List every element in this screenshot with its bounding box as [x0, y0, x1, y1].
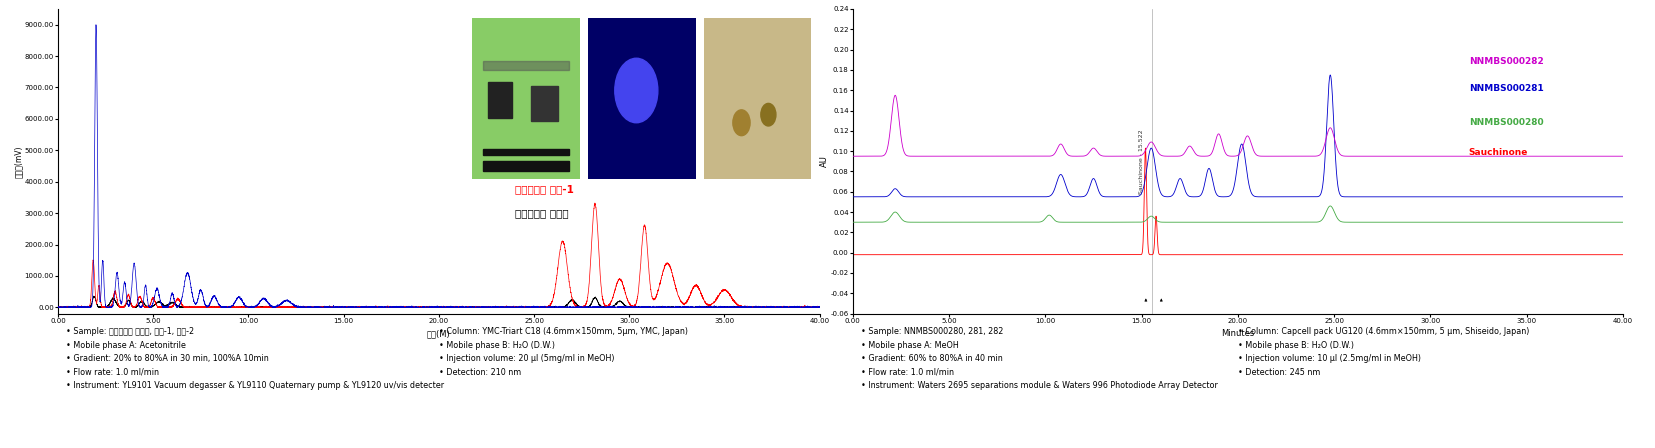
Text: 꽣지넷나무 추출물: 꽣지넷나무 추출물 — [515, 208, 568, 218]
X-axis label: 시간(M): 시간(M) — [427, 329, 450, 338]
Text: NNMBS000280: NNMBS000280 — [1468, 118, 1542, 127]
Bar — [531, 86, 558, 121]
Text: Sauchinone: Sauchinone — [1468, 148, 1528, 157]
Polygon shape — [588, 18, 695, 179]
Bar — [483, 161, 569, 171]
Circle shape — [733, 110, 750, 136]
Text: • Column: YMC-Triart C18 (4.6mm×150mm, 5μm, YMC, Japan)
• Mobile phase B: H₂O (D: • Column: YMC-Triart C18 (4.6mm×150mm, 5… — [439, 327, 687, 377]
Bar — [488, 82, 511, 118]
X-axis label: Minutes: Minutes — [1220, 329, 1254, 338]
Polygon shape — [472, 18, 579, 179]
Circle shape — [760, 103, 776, 126]
Text: Sauchinone - 15.522: Sauchinone - 15.522 — [1139, 129, 1144, 194]
Bar — [483, 61, 569, 69]
Y-axis label: AU: AU — [819, 155, 829, 167]
Text: 꽣지넷나무 오듈-1: 꽣지넷나무 오듈-1 — [515, 184, 574, 194]
Circle shape — [614, 58, 657, 123]
Text: 꽣지넷나무 오듈-2: 꽣지넷나무 오듈-2 — [515, 159, 574, 169]
Text: • Sample: NNMBS000280, 281, 282
• Mobile phase A: MeOH
• Gradient: 60% to 80%A i: • Sample: NNMBS000280, 281, 282 • Mobile… — [861, 327, 1216, 390]
Polygon shape — [703, 18, 811, 179]
Text: • Sample: 군지넷나무 추출물, 오듈-1, 오듈-2
• Mobile phase A: Acetonitrile
• Gradient: 20% t: • Sample: 군지넷나무 추출물, 오듈-1, 오듈-2 • Mobile… — [66, 327, 444, 390]
Text: NNMBS000281: NNMBS000281 — [1468, 84, 1542, 93]
Text: NNMBS000282: NNMBS000282 — [1468, 57, 1542, 66]
Text: • Column: Capcell pack UG120 (4.6mm×150mm, 5 μm, Shiseido, Japan)
• Mobile phase: • Column: Capcell pack UG120 (4.6mm×150m… — [1236, 327, 1528, 377]
Y-axis label: 감지기(mV): 감지기(mV) — [15, 145, 23, 177]
Bar — [483, 149, 569, 155]
